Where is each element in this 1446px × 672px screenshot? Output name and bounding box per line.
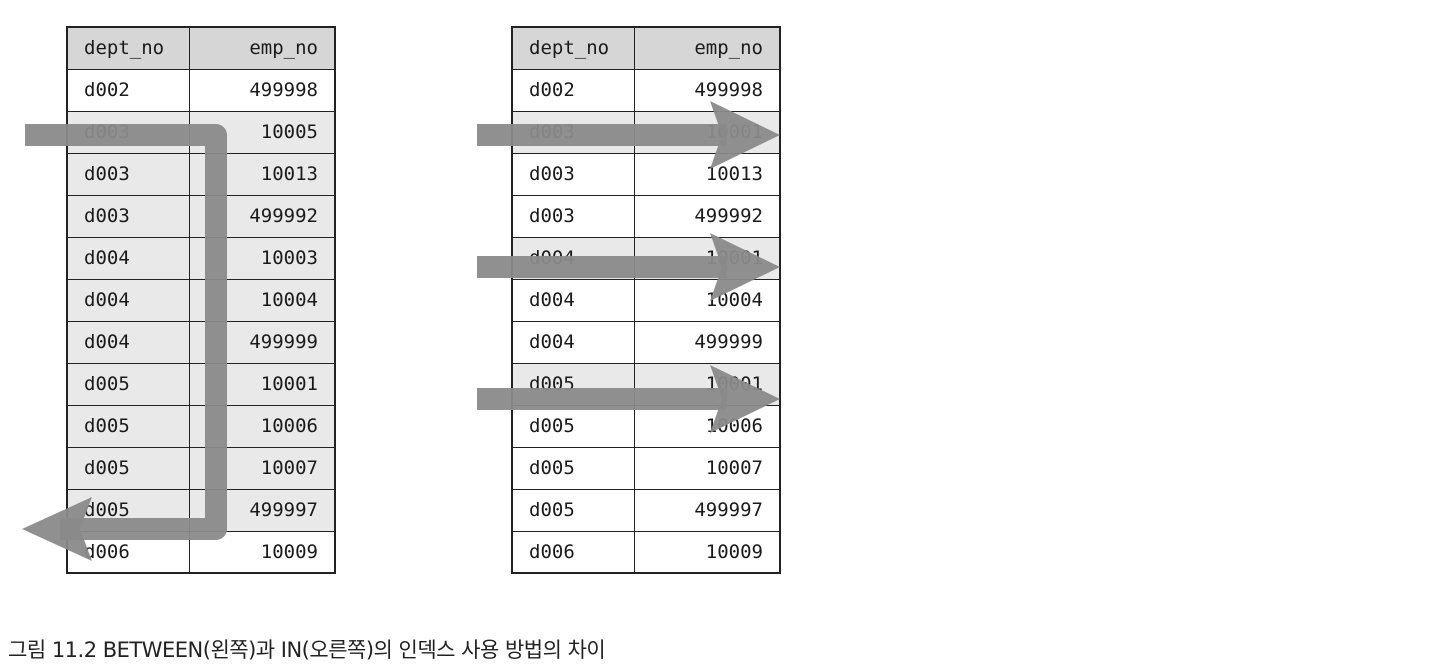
cell-emp-no: 10013 [188, 152, 336, 196]
cell-dept-no: d006 [66, 530, 190, 574]
cell-emp-no: 499992 [188, 194, 336, 238]
right-header-emp-no: emp_no [633, 26, 781, 70]
cell-emp-no: 10006 [633, 404, 781, 448]
cell-emp-no: 10001 [633, 110, 781, 154]
cell-dept-no: d005 [66, 362, 190, 406]
cell-dept-no: d003 [511, 110, 635, 154]
table-row: d002 499998 [511, 68, 781, 112]
figure-caption: 그림 11.2 BETWEEN(왼쪽)과 IN(오른쪽)의 인덱스 사용 방법의… [8, 638, 606, 662]
cell-dept-no: d004 [511, 278, 635, 322]
cell-emp-no: 10009 [188, 530, 336, 574]
cell-dept-no: d004 [511, 236, 635, 280]
right-index-table: dept_no emp_no d002 499998 d003 10001 d003… [511, 26, 781, 574]
cell-emp-no: 499997 [633, 488, 781, 532]
cell-dept-no: d005 [511, 362, 635, 406]
cell-dept-no: d003 [66, 110, 190, 154]
cell-emp-no: 499999 [633, 320, 781, 364]
cell-dept-no: d005 [66, 404, 190, 448]
cell-emp-no: 499992 [633, 194, 781, 238]
table-row: d005 499997 [511, 488, 781, 532]
cell-emp-no: 499998 [188, 68, 336, 112]
table-row: d006 10009 [66, 530, 336, 574]
table-row: d003 499992 [511, 194, 781, 238]
table-row: d003 10013 [511, 152, 781, 196]
cell-dept-no: d003 [66, 194, 190, 238]
table-row: d004 10001 [511, 236, 781, 280]
left-index-table: dept_no emp_no d002 499998 d003 10005 d003… [66, 26, 336, 574]
table-row: d004 10004 [66, 278, 336, 322]
cell-emp-no: 10005 [188, 110, 336, 154]
cell-emp-no: 10006 [188, 404, 336, 448]
cell-dept-no: d003 [511, 194, 635, 238]
cell-dept-no: d003 [511, 152, 635, 196]
cell-dept-no: d005 [66, 488, 190, 532]
cell-emp-no: 10003 [188, 236, 336, 280]
cell-dept-no: d004 [66, 320, 190, 364]
table-row: d004 10003 [66, 236, 336, 280]
table-row: d004 10004 [511, 278, 781, 322]
table-row: d003 10001 [511, 110, 781, 154]
cell-emp-no: 10004 [188, 278, 336, 322]
table-row: d005 499997 [66, 488, 336, 532]
cell-dept-no: d005 [511, 488, 635, 532]
table-row: d005 10001 [66, 362, 336, 406]
table-row: d003 499992 [66, 194, 336, 238]
table-row: d005 10006 [66, 404, 336, 448]
cell-emp-no: 10001 [188, 362, 336, 406]
cell-emp-no: 10001 [633, 362, 781, 406]
cell-emp-no: 10007 [188, 446, 336, 490]
cell-emp-no: 499998 [633, 68, 781, 112]
right-header-dept-no: dept_no [511, 26, 635, 70]
cell-emp-no: 10007 [633, 446, 781, 490]
cell-dept-no: d005 [511, 446, 635, 490]
cell-emp-no: 10013 [633, 152, 781, 196]
cell-dept-no: d002 [66, 68, 190, 112]
table-row: d006 10009 [511, 530, 781, 574]
table-row: d005 10007 [511, 446, 781, 490]
left-header-dept-no: dept_no [66, 26, 190, 70]
left-header-emp-no: emp_no [188, 26, 336, 70]
table-row: d003 10005 [66, 110, 336, 154]
cell-dept-no: d005 [511, 404, 635, 448]
cell-dept-no: d004 [66, 278, 190, 322]
table-row: d004 499999 [511, 320, 781, 364]
left-table-header-row: dept_no emp_no [66, 26, 336, 70]
cell-dept-no: d002 [511, 68, 635, 112]
cell-emp-no: 10004 [633, 278, 781, 322]
cell-dept-no: d005 [66, 446, 190, 490]
cell-emp-no: 499999 [188, 320, 336, 364]
cell-dept-no: d004 [66, 236, 190, 280]
table-row: d005 10001 [511, 362, 781, 406]
table-row: d002 499998 [66, 68, 336, 112]
table-row: d004 499999 [66, 320, 336, 364]
right-table-header-row: dept_no emp_no [511, 26, 781, 70]
cell-dept-no: d004 [511, 320, 635, 364]
cell-emp-no: 10001 [633, 236, 781, 280]
cell-emp-no: 499997 [188, 488, 336, 532]
table-row: d005 10006 [511, 404, 781, 448]
cell-emp-no: 10009 [633, 530, 781, 574]
table-row: d005 10007 [66, 446, 336, 490]
table-row: d003 10013 [66, 152, 336, 196]
cell-dept-no: d003 [66, 152, 190, 196]
cell-dept-no: d006 [511, 530, 635, 574]
